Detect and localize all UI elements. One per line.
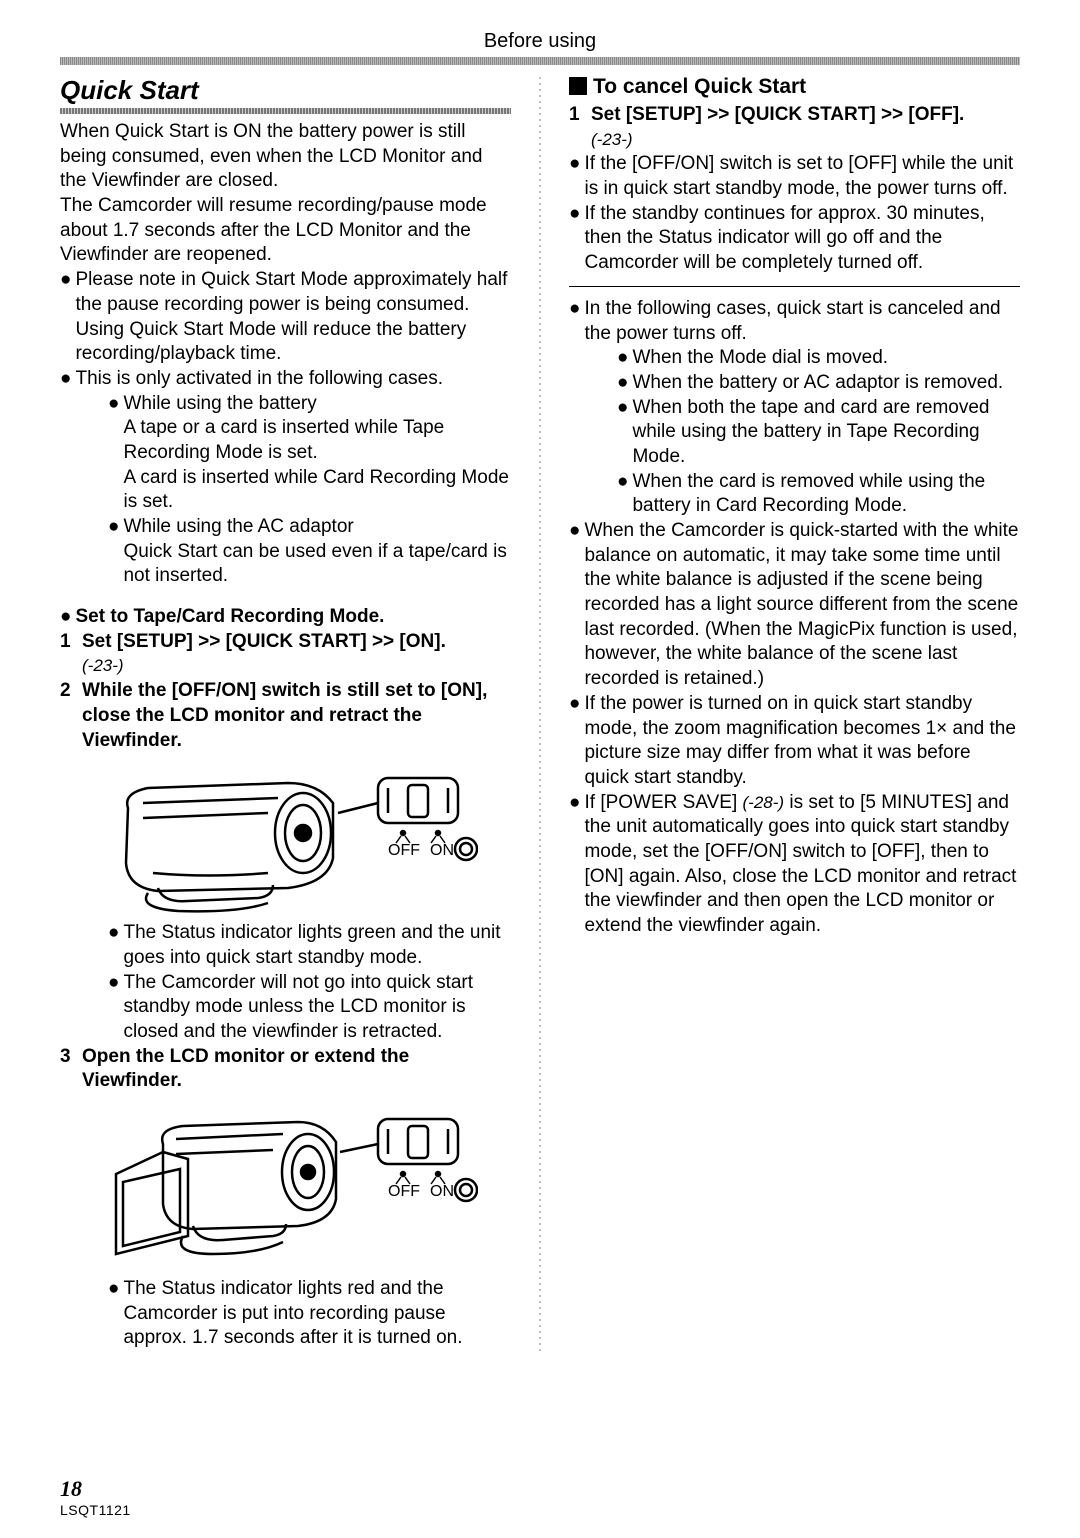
bullet-text: The Status indicator lights red and the … [123, 1277, 511, 1351]
cancel-sub-1: ● When the Mode dial is moved. [617, 346, 1020, 371]
step-number: 3 [60, 1045, 82, 1094]
bullet-text: The Camcorder will not go into quick sta… [123, 971, 511, 1045]
cancel-bullet-2: ● If the standby continues for approx. 3… [569, 202, 1020, 276]
after-step2-b: ● The Camcorder will not go into quick s… [108, 971, 511, 1045]
bullet-icon: ● [108, 971, 123, 1045]
bullet-icon: ● [617, 470, 632, 519]
bullet-icon: ● [108, 515, 123, 589]
bullet-text: Please note in Quick Start Mode approxim… [75, 269, 507, 315]
set-mode-text: Set to Tape/Card Recording Mode. [75, 605, 511, 630]
bullet-icon: ● [617, 396, 632, 470]
step-number: 2 [60, 679, 82, 753]
step-3: 3 Open the LCD monitor or extend the Vie… [60, 1045, 511, 1094]
sub-bullet-battery: ● While using the battery A tape or a ca… [108, 392, 511, 515]
cancel-step-1: 1 Set [SETUP] >> [QUICK START] >> [OFF].… [569, 103, 1020, 152]
step-2-text: While the [OFF/ON] switch is still set t… [82, 679, 511, 753]
bullet-text: When both the tape and card are removed … [632, 396, 1020, 470]
step-1: 1 Set [SETUP] >> [QUICK START] >> [ON]. … [60, 630, 511, 679]
title-underbar [60, 108, 511, 114]
bullet-icon: ● [108, 921, 123, 970]
bullet-text: When the card is removed while using the… [632, 470, 1020, 519]
cancel-bullet-6: ● If [POWER SAVE] (-28-) is set to [5 MI… [569, 791, 1020, 939]
bullet-text: If the [OFF/ON] switch is set to [OFF] w… [584, 152, 1020, 201]
sub-bullet-text: A card is inserted while Card Recording … [123, 467, 508, 513]
page-footer: 18 LSQT1121 [60, 1476, 131, 1518]
cancel-heading: To cancel Quick Start [569, 75, 1020, 99]
step-number: 1 [60, 630, 82, 679]
bullet-icon: ● [60, 605, 75, 630]
page-number: 18 [60, 1476, 131, 1502]
para-2: The Camcorder will resume recording/paus… [60, 194, 511, 268]
cancel-bullet-3: ● In the following cases, quick start is… [569, 297, 1020, 346]
set-mode-line: ● Set to Tape/Card Recording Mode. [60, 605, 511, 630]
bullet-icon: ● [569, 692, 584, 791]
step-number: 1 [569, 103, 591, 152]
step-3-text: Open the LCD monitor or extend the Viewf… [82, 1045, 511, 1094]
doc-code: LSQT1121 [60, 1502, 131, 1518]
thin-divider [569, 286, 1020, 287]
bullet-text: If [POWER SAVE] (-28-) is set to [5 MINU… [584, 791, 1020, 939]
sub-bullet-text: A tape or a card is inserted while Tape … [123, 417, 444, 463]
cancel-sub-2: ● When the battery or AC adaptor is remo… [617, 371, 1020, 396]
cancel-sub-3: ● When both the tape and card are remove… [617, 396, 1020, 470]
header-divider [60, 57, 1020, 65]
after-step2-a: ● The Status indicator lights green and … [108, 921, 511, 970]
step-1-text: Set [SETUP] >> [QUICK START] >> [ON]. [82, 631, 446, 652]
para-1: When Quick Start is ON the battery power… [60, 120, 511, 194]
sub-bullet-text: While using the AC adaptor [123, 516, 353, 537]
square-icon [569, 77, 587, 95]
column-separator [539, 75, 541, 1351]
cancel-title-text: To cancel Quick Start [593, 75, 806, 98]
bullet-icon: ● [569, 519, 584, 692]
bullet-text: If the standby continues for approx. 30 … [584, 202, 1020, 276]
bullet-text: When the Mode dial is moved. [632, 346, 1020, 371]
bullet-text: When the Camcorder is quick-started with… [584, 519, 1020, 692]
bullet-icon: ● [569, 152, 584, 201]
on-label: ON [430, 842, 454, 859]
bullet-icon: ● [569, 297, 584, 346]
sub-bullet-text: Quick Start can be used even if a tape/c… [123, 541, 506, 587]
quick-start-title: Quick Start [60, 75, 511, 106]
step-2: 2 While the [OFF/ON] switch is still set… [60, 679, 511, 753]
bullet-icon: ● [60, 268, 75, 367]
on-label: ON [430, 1183, 454, 1200]
bullet-note-2: ● This is only activated in the followin… [60, 367, 511, 392]
section-header: Before using [60, 30, 1020, 53]
sub-bullet-ac: ● While using the AC adaptor Quick Start… [108, 515, 511, 589]
after-step3: ● The Status indicator lights red and th… [108, 1277, 511, 1351]
page-ref-23: (-23-) [591, 130, 633, 149]
left-column: Quick Start When Quick Start is ON the b… [60, 75, 511, 1351]
bullet-text: The Status indicator lights green and th… [123, 921, 511, 970]
bullet-icon: ● [617, 371, 632, 396]
cancel-step-text: Set [SETUP] >> [QUICK START] >> [OFF]. [591, 104, 964, 125]
bullet-text: In the following cases, quick start is c… [584, 297, 1020, 346]
cancel-bullet-1: ● If the [OFF/ON] switch is set to [OFF]… [569, 152, 1020, 201]
bullet-icon: ● [108, 1277, 123, 1351]
bullet-icon: ● [108, 392, 123, 515]
bullet-icon: ● [60, 367, 75, 392]
bullet-icon: ● [569, 202, 584, 276]
off-label: OFF [388, 1183, 420, 1200]
cancel-bullet-5: ● If the power is turned on in quick sta… [569, 692, 1020, 791]
bullet-text: When the battery or AC adaptor is remove… [632, 371, 1020, 396]
cancel-bullet-4: ● When the Camcorder is quick-started wi… [569, 519, 1020, 692]
bullet-text-cont: Using Quick Start Mode will reduce the b… [75, 319, 466, 365]
bullet-icon: ● [569, 791, 584, 939]
bullet-icon: ● [617, 346, 632, 371]
cancel-sub-4: ● When the card is removed while using t… [617, 470, 1020, 519]
figure-camcorder-open: OFF ON [108, 1104, 478, 1269]
bullet-text: If the power is turned on in quick start… [584, 692, 1020, 791]
bullet-note-1: ● Please note in Quick Start Mode approx… [60, 268, 511, 367]
page-ref-23: (-23-) [82, 656, 124, 675]
sub-bullet-text: While using the battery [123, 393, 316, 414]
figure-camcorder-closed: OFF ON [108, 763, 478, 913]
bullet-text: This is only activated in the following … [75, 367, 511, 392]
right-column: To cancel Quick Start 1 Set [SETUP] >> [… [569, 75, 1020, 1351]
off-label: OFF [388, 842, 420, 859]
